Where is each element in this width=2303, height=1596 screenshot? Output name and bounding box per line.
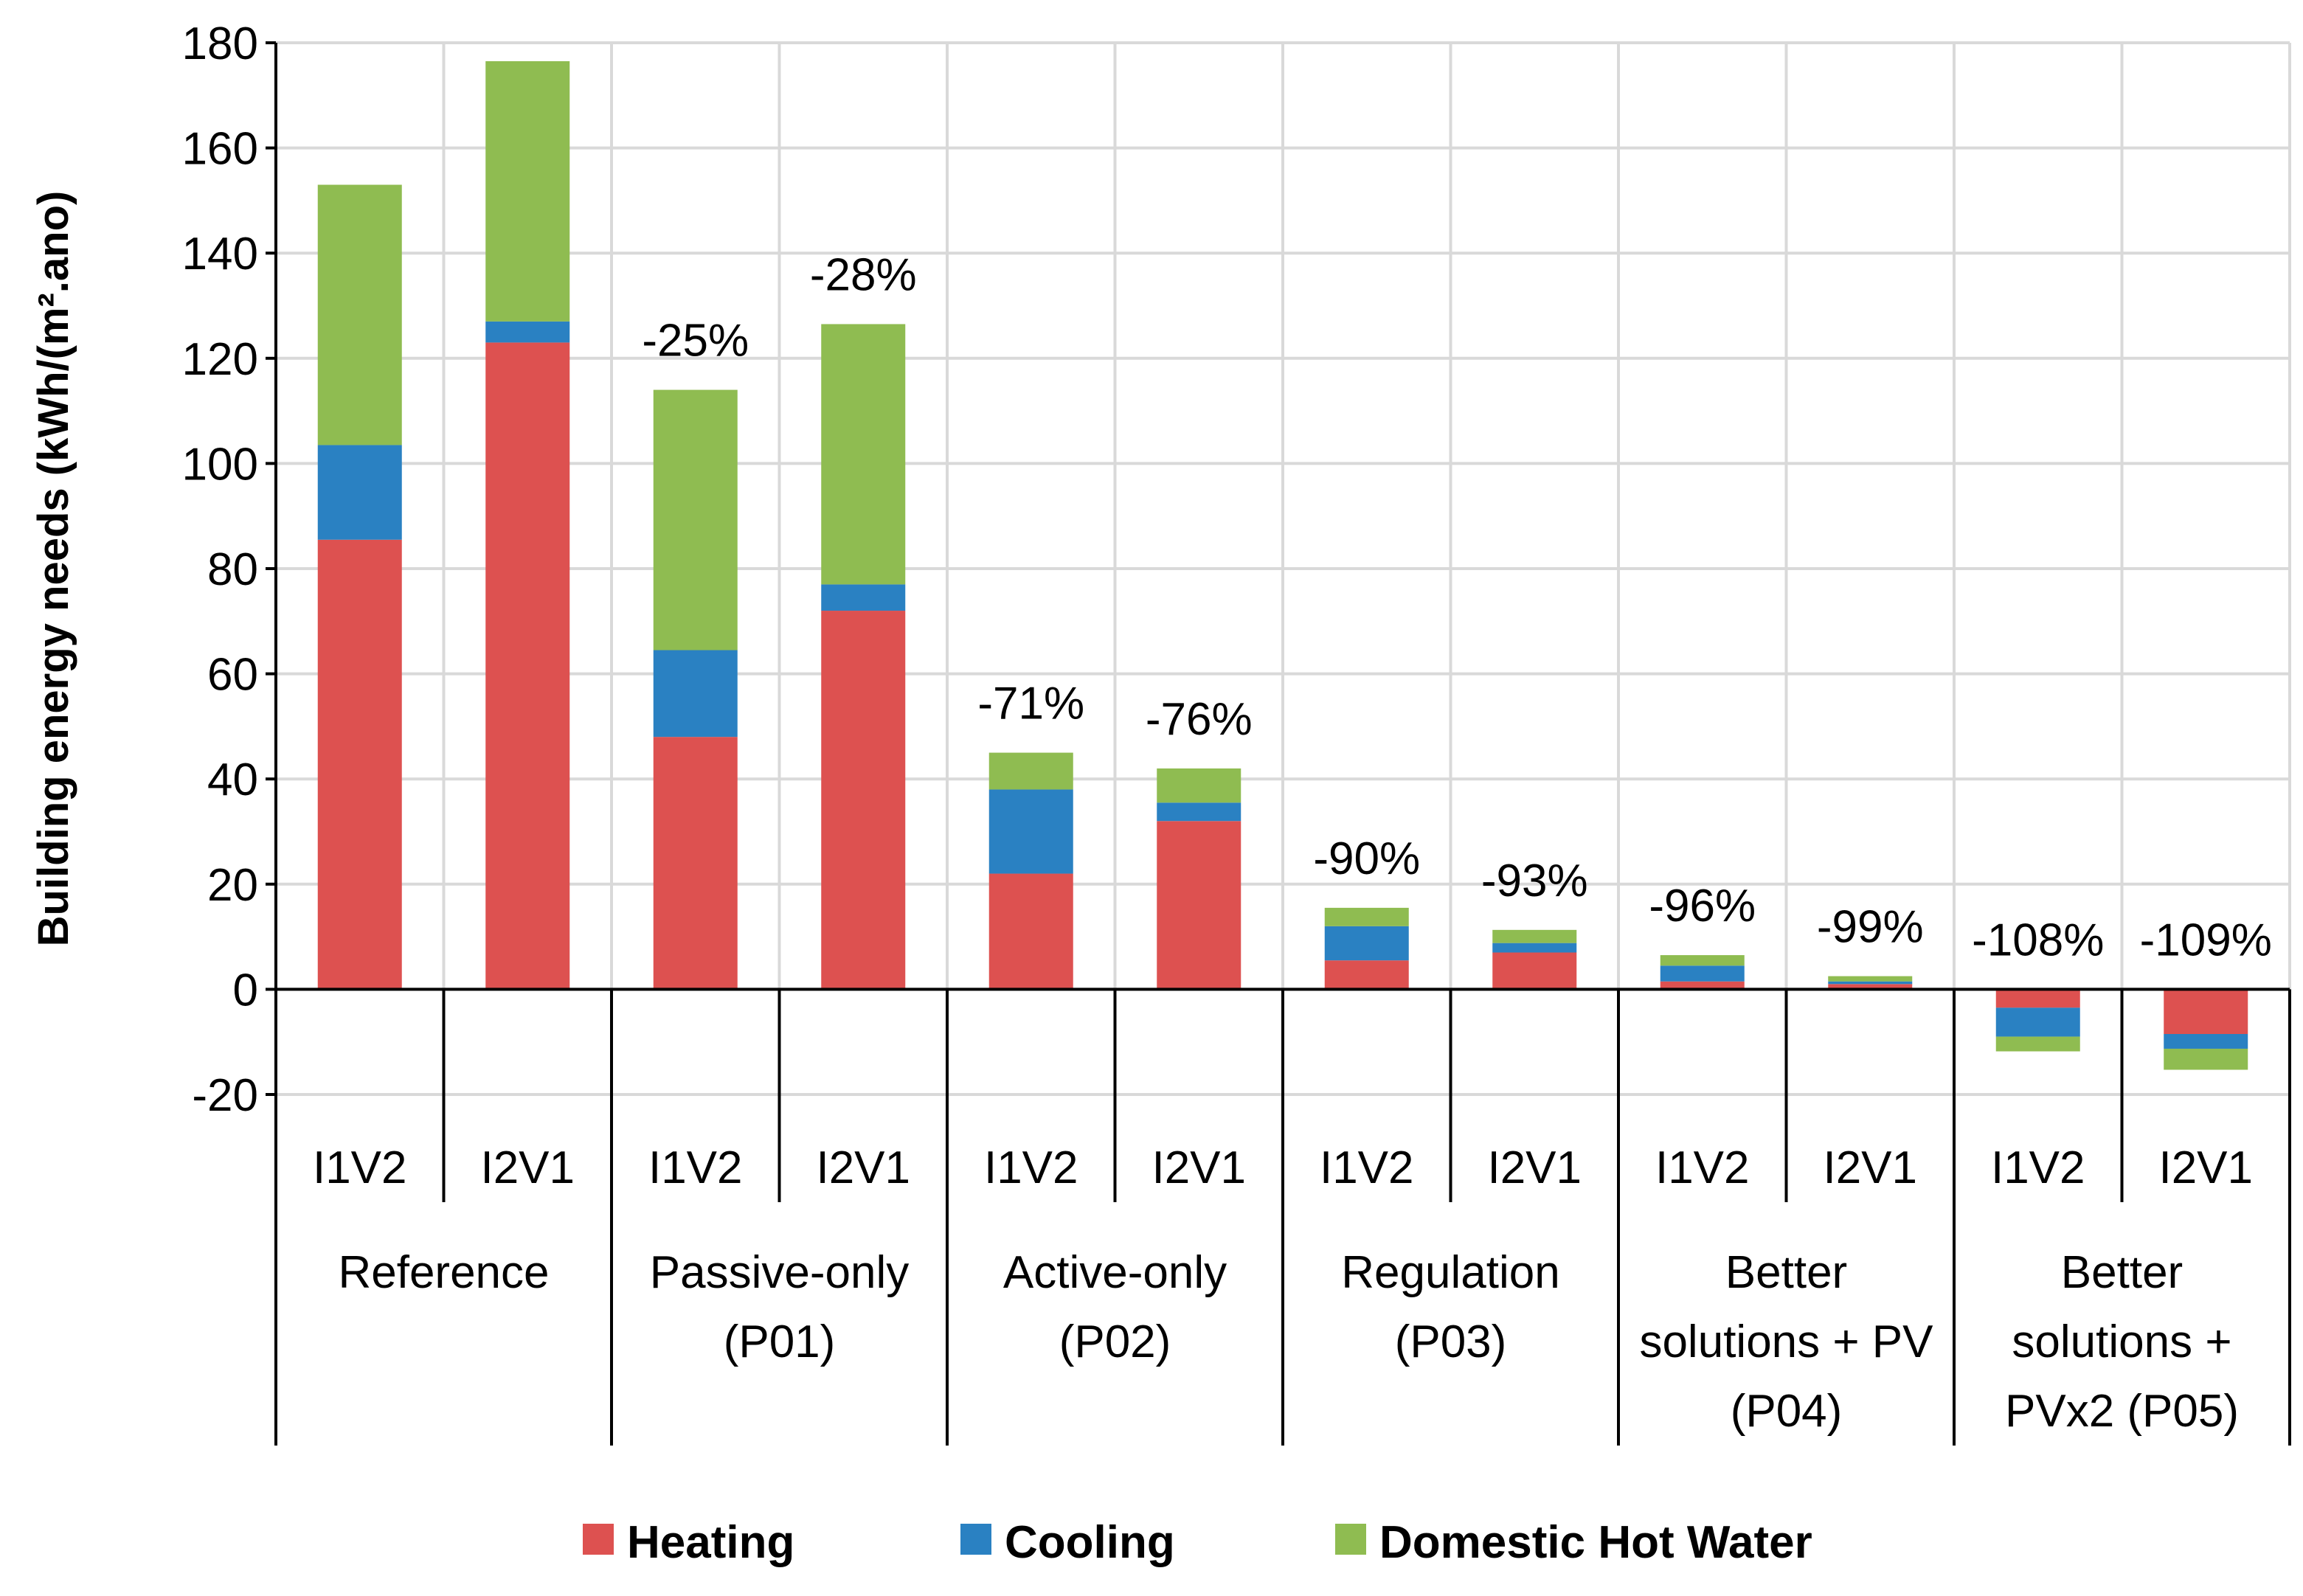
bar-segment-domestic-hot-water	[1995, 1036, 2080, 1052]
group-label: Regulation	[1341, 1247, 1559, 1298]
bar-segment-domestic-hot-water	[2164, 1048, 2248, 1070]
y-tick-label: 180	[182, 18, 258, 69]
data-label: -109%	[2140, 915, 2272, 965]
legend-label-domestic-hot-water: Domestic Hot Water	[1379, 1517, 1812, 1568]
group-label: Reference	[338, 1247, 549, 1298]
bar-segment-heating	[317, 539, 402, 990]
y-tick-label: 40	[207, 754, 258, 805]
bar-segment-domestic-hot-water	[1157, 768, 1241, 803]
bar-segment-cooling	[485, 321, 570, 343]
y-axis-label: Building energy needs (kWh/(m².ano)	[30, 191, 77, 947]
group-label: solutions + PV	[1639, 1316, 1933, 1367]
data-label: -28%	[810, 249, 917, 300]
legend-label-cooling: Cooling	[1005, 1517, 1175, 1568]
bar-segment-domestic-hot-water	[485, 60, 570, 322]
category-label: I1V2	[984, 1142, 1078, 1193]
legend-swatch-cooling	[960, 1524, 991, 1555]
category-label: I1V2	[648, 1142, 743, 1193]
bars	[317, 60, 2248, 1070]
category-label: I2V1	[2158, 1142, 2253, 1193]
bar-segment-heating	[653, 737, 738, 990]
bar-segment-cooling	[1995, 1007, 2080, 1037]
group-label: solutions +	[2012, 1316, 2231, 1367]
data-label: -99%	[1817, 902, 1924, 953]
y-axis-ticks: -20 0 20 40 60 80 100 120 140 160 180	[182, 18, 276, 1121]
legend-label-heating: Heating	[627, 1517, 794, 1568]
group-label: Passive-only	[650, 1247, 909, 1298]
group-label: Active-only	[1003, 1247, 1227, 1298]
bar-segment-heating	[1660, 981, 1745, 990]
category-label: I2V1	[480, 1142, 575, 1193]
y-tick-label: 0	[233, 965, 258, 1016]
bar-segment-domestic-hot-water	[1324, 907, 1409, 926]
data-label: -96%	[1649, 881, 1756, 931]
data-label: -25%	[642, 316, 749, 367]
group-label: PVx2 (P05)	[2005, 1386, 2239, 1437]
data-labels: -25% -28% -71% -76% -90% -93% -96% -99% -108% -10…	[642, 249, 2271, 965]
bar-segment-domestic-hot-water	[1492, 929, 1577, 943]
bar-segment-heating	[2164, 989, 2248, 1035]
bar-segment-cooling	[1492, 943, 1577, 953]
bar-segment-cooling	[653, 650, 738, 738]
category-label: I1V2	[1991, 1142, 2085, 1193]
y-tick-label: 140	[182, 229, 258, 280]
group-label: (P01)	[724, 1316, 836, 1367]
group-label: Better	[1725, 1247, 1847, 1298]
data-label: -71%	[977, 679, 1084, 729]
y-tick-label: 100	[182, 439, 258, 490]
data-label: -76%	[1146, 694, 1253, 745]
category-label: I2V1	[1152, 1142, 1246, 1193]
group-label: (P02)	[1059, 1316, 1171, 1367]
bar-segment-heating	[1828, 984, 1913, 990]
y-tick-label: 20	[207, 860, 258, 911]
bar-segment-heating	[1995, 989, 2080, 1008]
bar-segment-cooling	[821, 584, 906, 611]
legend: Heating Cooling Domestic Hot Water	[583, 1517, 1812, 1568]
bar-segment-cooling	[1828, 981, 1913, 985]
y-tick-label: 60	[207, 650, 258, 701]
bar-segment-heating	[1492, 952, 1577, 990]
category-label: I1V2	[1320, 1142, 1414, 1193]
category-label: I2V1	[1487, 1142, 1582, 1193]
category-label: I1V2	[1655, 1142, 1750, 1193]
bar-segment-domestic-hot-water	[821, 324, 906, 585]
category-axis: I1V2 I2V1 I1V2 I2V1 I1V2 I2V1 I1V2 I2V1 I1V2 I2V1…	[274, 989, 2291, 1446]
group-label: (P03)	[1395, 1316, 1507, 1367]
bar-segment-cooling	[1324, 926, 1409, 961]
bar-segment-domestic-hot-water	[317, 184, 402, 445]
bar-segment-cooling	[1157, 802, 1241, 822]
gridlines	[276, 41, 2291, 1096]
category-label: I2V1	[816, 1142, 910, 1193]
y-tick-label: 160	[182, 124, 258, 175]
bar-segment-heating	[988, 873, 1073, 990]
category-label: I2V1	[1823, 1142, 1917, 1193]
bar-segment-domestic-hot-water	[653, 389, 738, 650]
bar-segment-heating	[821, 611, 906, 990]
bar-segment-cooling	[2164, 1034, 2248, 1049]
y-tick-label: 80	[207, 544, 258, 595]
legend-swatch-heating	[583, 1524, 614, 1555]
bar-segment-heating	[485, 342, 570, 990]
category-label: I1V2	[313, 1142, 407, 1193]
bar-segment-heating	[1324, 960, 1409, 990]
y-tick-label: -20	[192, 1070, 258, 1121]
data-label: -90%	[1313, 833, 1420, 884]
data-label: -93%	[1481, 856, 1588, 906]
bar-segment-domestic-hot-water	[1828, 976, 1913, 982]
bar-segment-domestic-hot-water	[988, 752, 1073, 790]
y-tick-label: 120	[182, 334, 258, 385]
bar-segment-cooling	[317, 445, 402, 540]
bar-segment-cooling	[988, 789, 1073, 874]
bar-segment-cooling	[1660, 965, 1745, 982]
data-label: -108%	[1972, 915, 2104, 965]
group-label: (P04)	[1731, 1386, 1843, 1437]
bar-segment-heating	[1157, 821, 1241, 990]
group-label: Better	[2061, 1247, 2183, 1298]
legend-swatch-domestic-hot-water	[1335, 1524, 1366, 1555]
bar-segment-domestic-hot-water	[1660, 955, 1745, 966]
